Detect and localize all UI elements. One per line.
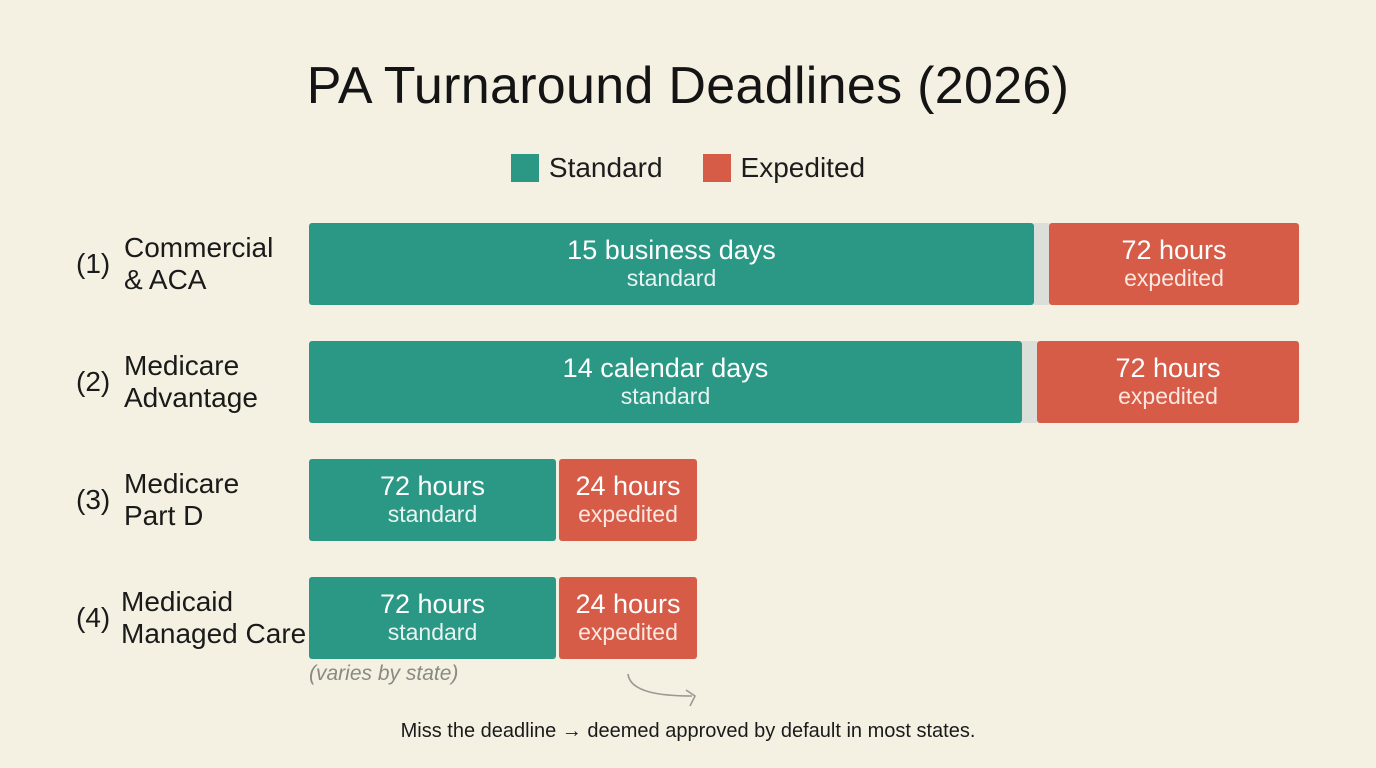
bar-sub-label: expedited xyxy=(578,501,678,527)
bar-separator xyxy=(1034,223,1049,305)
legend-swatch-expedited xyxy=(702,154,731,182)
legend-item-expedited: Expedited xyxy=(702,152,866,184)
bar-sub-label: standard xyxy=(387,501,478,527)
legend-swatch-standard xyxy=(510,154,539,182)
row-name-line: Medicare xyxy=(124,468,240,499)
bar-value-label: 72 hours xyxy=(379,471,486,501)
bar-expedited-1: 72 hours expedited xyxy=(1049,223,1299,305)
row-name-line: Medicare xyxy=(124,350,240,381)
legend-label-expedited: Expedited xyxy=(740,152,866,183)
row-name-line: Managed Care xyxy=(121,618,307,649)
legend-item-standard: Standard xyxy=(510,152,663,184)
bar-standard-3: 72 hours standard xyxy=(309,459,556,541)
bar-value-label: 24 hours xyxy=(575,589,681,619)
bar-sub-label: standard xyxy=(626,265,717,291)
bar-value-label: 14 calendar days xyxy=(562,353,769,383)
bar-value-label: 24 hours xyxy=(575,471,681,501)
bar-value-label: 72 hours xyxy=(1115,353,1221,383)
footer-note: Miss the deadline → deemed approved by d… xyxy=(400,720,976,742)
bar-standard-2: 14 calendar days standard xyxy=(309,341,1022,423)
row-number: (2) xyxy=(76,366,111,397)
bar-value-label: 72 hours xyxy=(1121,235,1227,265)
bar-sub-label: expedited xyxy=(1124,265,1224,291)
bar-separator xyxy=(1022,341,1037,423)
bar-sub-label: standard xyxy=(387,619,478,645)
row-name: Commercial & ACA xyxy=(124,232,273,296)
annotation-note: (varies by state) xyxy=(309,662,459,685)
row-name-line: Part D xyxy=(124,500,204,531)
bar-sub-label: expedited xyxy=(578,619,678,645)
bar-expedited-3: 24 hours expedited xyxy=(559,459,697,541)
legend-label-standard: Standard xyxy=(548,152,663,183)
row-name: Medicaid Managed Care xyxy=(121,586,306,650)
row-name-line: Commercial xyxy=(124,232,274,263)
row-name-line: & ACA xyxy=(124,264,207,295)
row-number: (4) xyxy=(76,602,111,633)
bar-expedited-4: 24 hours expedited xyxy=(559,577,697,659)
row-name: Medicare Advantage xyxy=(124,350,258,414)
bar-standard-1: 15 business days standard xyxy=(309,223,1034,305)
bar-expedited-2: 72 hours expedited xyxy=(1037,341,1299,423)
bar-value-label: 15 business days xyxy=(567,235,776,265)
bar-sub-label: standard xyxy=(620,383,711,409)
legend: Standard Expedited xyxy=(0,152,1376,184)
row-number: (1) xyxy=(76,248,111,279)
bar-value-label: 72 hours xyxy=(379,589,486,619)
bar-standard-4: 72 hours standard xyxy=(309,577,556,659)
curved-arrow-icon xyxy=(627,673,697,707)
row-number: (3) xyxy=(76,484,111,515)
row-name: Medicare Part D xyxy=(124,468,239,532)
row-name-line: Medicaid xyxy=(121,586,234,617)
row-name-line: Advantage xyxy=(124,382,258,413)
bar-sub-label: expedited xyxy=(1118,383,1218,409)
chart-title: PA Turnaround Deadlines (2026) xyxy=(306,57,1070,115)
